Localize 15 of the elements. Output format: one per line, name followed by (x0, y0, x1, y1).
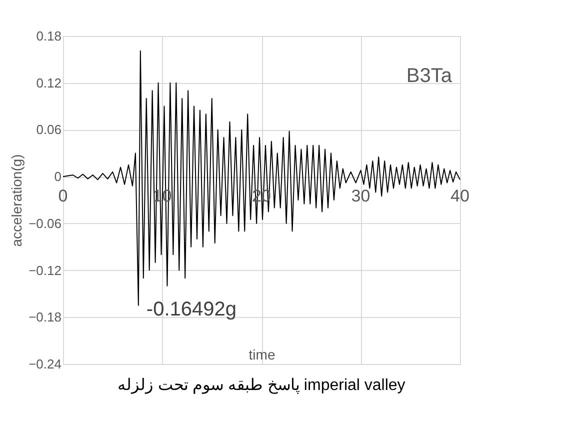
annotation: -0.16492g (146, 298, 237, 320)
y-tick-label: 0.12 (36, 75, 62, 90)
text: پاسخ طبقه سوم تحت زلزله imperial valley (118, 377, 406, 394)
x-tick-label: 40 (450, 186, 470, 206)
y-axis-title: acceleration(g) (8, 154, 25, 247)
y-tick-label: 0.06 (36, 122, 62, 138)
y-tick-label: 0.18 (36, 28, 62, 44)
y-tick-label: −0.18 (28, 310, 62, 325)
x-axis-title: time (248, 346, 276, 362)
y-tick-label: −0.12 (28, 262, 62, 278)
x-tick-label: 30 (351, 186, 370, 206)
y-tick-label: −0.24 (28, 356, 62, 372)
y-tick-label: 0 (54, 169, 62, 184)
y-tick-label: −0.06 (28, 216, 62, 231)
annotation: B3Ta (406, 65, 453, 87)
